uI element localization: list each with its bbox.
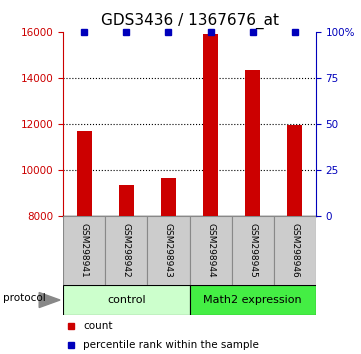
Bar [232,216,274,285]
Text: GSM298941: GSM298941 [80,223,89,278]
Bar [63,285,190,315]
Text: control: control [107,295,145,305]
Bar [287,125,302,216]
Bar [274,216,316,285]
Bar [63,216,105,285]
Text: Math2 expression: Math2 expression [203,295,302,305]
Bar [119,185,134,216]
Text: protocol: protocol [3,293,46,303]
Text: count: count [83,321,113,331]
Text: GSM298945: GSM298945 [248,223,257,278]
Text: percentile rank within the sample: percentile rank within the sample [83,341,259,350]
Title: GDS3436 / 1367676_at: GDS3436 / 1367676_at [100,13,279,29]
Text: GSM298944: GSM298944 [206,223,215,278]
Bar [245,70,260,216]
Text: GSM298942: GSM298942 [122,223,131,278]
Bar [190,216,232,285]
Bar [161,178,176,216]
Bar [147,216,190,285]
Text: GSM298943: GSM298943 [164,223,173,278]
Bar [203,34,218,216]
Text: GSM298946: GSM298946 [290,223,299,278]
Bar [77,131,92,216]
Bar [190,285,316,315]
Bar [105,216,147,285]
Polygon shape [39,292,60,308]
